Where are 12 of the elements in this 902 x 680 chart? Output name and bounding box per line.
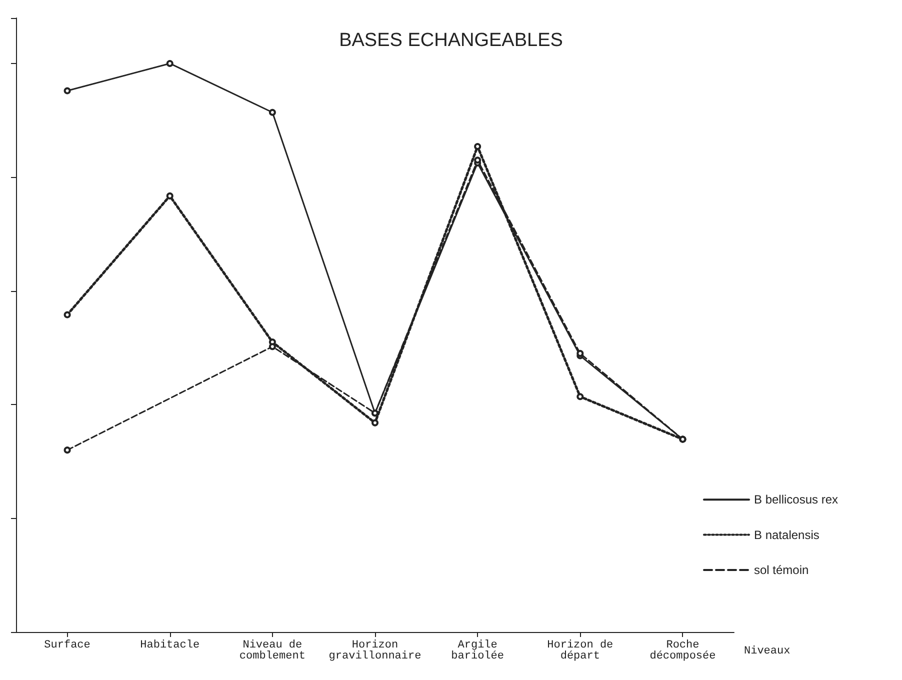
x-tick-label: Horizon de départ xyxy=(547,640,614,662)
x-tick-label: Surface xyxy=(44,640,90,652)
legend-label: sol témoin xyxy=(754,563,809,577)
legend-label: B natalensis xyxy=(754,528,820,542)
x-tick-label: Horizon gravillonnaire xyxy=(328,640,422,662)
x-tick-label: Niveau de comblement xyxy=(239,640,306,662)
x-tick-label: Roche décomposée xyxy=(650,640,716,662)
x-tick-label: Argile bariolée xyxy=(451,640,504,662)
chart-title: BASES ECHANGEABLES xyxy=(339,30,563,51)
x-tick-label: Habitacle xyxy=(140,640,200,652)
legend-label: B bellicosus rex xyxy=(754,492,838,507)
x-axis-title: Niveaux xyxy=(744,646,791,658)
